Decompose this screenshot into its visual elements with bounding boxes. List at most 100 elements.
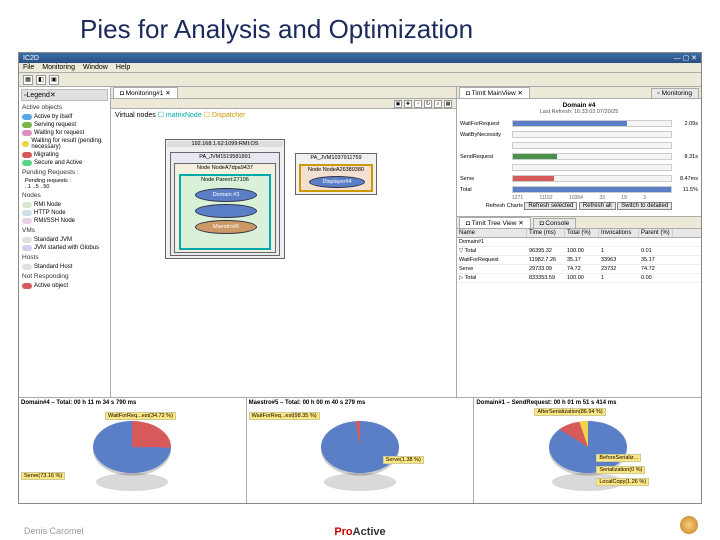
- pie-title: Maestro#5 – Total: 00 h 00 m 40 s 279 ms: [249, 400, 472, 406]
- bar-row: Serve8.47ms: [460, 173, 698, 184]
- hosts-header: Hosts: [21, 252, 108, 263]
- bars-title: Domain #4: [460, 102, 698, 109]
- pie-callout: Serve(73.16 %): [21, 472, 65, 480]
- legend-swatch: RMI/SSH Node: [21, 217, 108, 225]
- center-mini-toolbar: ▣ ✚ ♂ ↻ ⌕ ▦: [111, 99, 456, 109]
- mt-icon[interactable]: ⌕: [434, 100, 442, 108]
- refresh-row: Refresh Charts Refresh selected Refresh …: [460, 201, 698, 211]
- author-footer: Denis Caromel: [24, 526, 84, 536]
- pie-chart: [321, 421, 399, 473]
- tb-new-icon[interactable]: ▦: [23, 75, 33, 85]
- pie-panel: Domain#1 – SendRequest: 00 h 01 m 51 s 4…: [474, 398, 701, 503]
- pie-callout: Serve(1.38 %): [383, 456, 424, 464]
- pending-header: Pending Requests :: [21, 167, 108, 178]
- nodes-header: Nodes: [21, 190, 108, 201]
- pie-title: Domain#1 – SendRequest: 00 h 01 m 51 s 4…: [476, 400, 699, 406]
- legend-swatch: Secure and Active: [21, 159, 108, 167]
- menu-file[interactable]: File: [23, 64, 34, 71]
- bars-subtitle: Last Refresh: 16:33:03 07/20/25: [460, 109, 698, 115]
- pie-callout: LocalCopy(1.26 %): [596, 478, 649, 486]
- tb-open-icon[interactable]: ▣: [49, 75, 59, 85]
- pie-panel: Maestro#5 – Total: 00 h 00 m 40 s 279 ms…: [247, 398, 475, 503]
- mt-icon[interactable]: ↻: [424, 100, 432, 108]
- tab-timit-tree[interactable]: ◘ TimIt Tree View ✕: [459, 217, 531, 228]
- main-toolbar: ▦ ◧ ▣: [19, 73, 701, 87]
- bar-row: Total11.5%: [460, 184, 698, 195]
- displayer-oval[interactable]: Displayer#4: [309, 176, 365, 188]
- menubar: File Monitoring Window Help: [19, 63, 701, 73]
- legend-swatch: Standard JVM: [21, 236, 108, 244]
- mt-icon[interactable]: ▣: [394, 100, 402, 108]
- side-jvm-box[interactable]: PA_JVM1037911759 Node NodeA26380380 Disp…: [295, 153, 377, 195]
- table-row[interactable]: ▷ Total833353.59100.0010.00: [457, 274, 701, 283]
- bars-panel: Domain #4 Last Refresh: 16:33:03 07/20/2…: [457, 99, 701, 217]
- tab-monitoring[interactable]: ◘ Monitoring#1 ✕: [113, 87, 178, 98]
- bar-row: [460, 162, 698, 173]
- pie-callout: WaitForReq...est(98.35 %): [249, 412, 320, 420]
- active-objects-label: Active objects: [21, 102, 108, 113]
- legend-swatch: Waiting for result (pending, necessary): [21, 137, 108, 151]
- pie-callout: AfterSerialization(86.94 %): [534, 408, 605, 416]
- table-row[interactable]: WaitForRequest11982.7.2635.173396335.17: [457, 256, 701, 265]
- legend-swatch: JVM started with Globus: [21, 244, 108, 252]
- tab-console[interactable]: ◘ Console: [533, 218, 577, 228]
- node-box[interactable]: Node NodeA7dpa9437 Node Parent:27106 Dom…: [174, 163, 276, 253]
- menu-monitoring[interactable]: Monitoring: [42, 64, 75, 71]
- virtual-nodes-label: Virtual nodes ☐ matrixNode ☐ Dispatcher: [115, 111, 245, 119]
- host-label: 192.168.1.62:1099:RMI:OS: [167, 141, 283, 147]
- jvm-box[interactable]: PA_JVM1519581891 Node NodeA7dpa9437 Node…: [170, 152, 280, 256]
- table-row[interactable]: Serve29733.0974.722373274.72: [457, 265, 701, 274]
- tab-monitoring-extra[interactable]: ▫ Monitoring: [651, 88, 699, 98]
- pie-callout: Serialization(0 %): [596, 466, 645, 474]
- refresh-selected-button[interactable]: Refresh selected: [524, 202, 577, 210]
- legend-swatch: Serving request: [21, 121, 108, 129]
- pie-callout: BeforeSerializ...: [596, 454, 641, 462]
- window-controls[interactable]: — ▢ ✕: [674, 54, 697, 62]
- node-main-label: Node NodeA7dpa9437: [176, 165, 274, 171]
- proactive-logo: ProActive: [334, 526, 385, 538]
- titlebar: IC2D — ▢ ✕: [19, 53, 701, 63]
- right-tabstrip: ◘ TimIt MainView ✕ ▫ Monitoring: [457, 87, 701, 99]
- legend-swatch: Waiting for request: [21, 129, 108, 137]
- side-jvm-label: PA_JVM1037911759: [297, 155, 375, 161]
- mt-icon[interactable]: ♂: [414, 100, 422, 108]
- mt-icon[interactable]: ✚: [404, 100, 412, 108]
- bar-row: WaitByNecessity: [460, 129, 698, 140]
- switch-detailed-button[interactable]: Switch to detailed: [617, 202, 672, 210]
- domain-oval[interactable]: Domain #3: [195, 188, 257, 202]
- menu-window[interactable]: Window: [83, 64, 108, 71]
- pie-panel: Domain#4 – Total: 00 h 11 m 34 s 790 ms W…: [19, 398, 247, 503]
- pie-title: Domain#4 – Total: 00 h 11 m 34 s 790 ms: [21, 400, 244, 406]
- legend-swatch: Active by itself: [21, 113, 108, 121]
- legend-swatch: HTTP Node: [21, 209, 108, 217]
- node-sub-box[interactable]: Node Parent:27106 Domain #3 Maestro#6: [179, 174, 271, 250]
- active-object-swatch: Active object: [21, 282, 108, 290]
- mt-icon[interactable]: ▦: [444, 100, 452, 108]
- table-row[interactable]: Domain#1: [457, 238, 701, 247]
- bar-row: SendRequest8.31s: [460, 151, 698, 162]
- menu-help[interactable]: Help: [116, 64, 130, 71]
- legend-swatch: Standard Host: [21, 263, 108, 271]
- vms-header: VMs: [21, 225, 108, 236]
- refresh-all-button[interactable]: Refresh all: [579, 202, 616, 210]
- host-box[interactable]: 192.168.1.62:1099:RMI:OS PA_JVM151958189…: [165, 139, 285, 259]
- maestro-oval[interactable]: Maestro#6: [195, 220, 257, 234]
- pie-callout: WaitForReq...est(34.72 %): [105, 412, 176, 420]
- legend-header: ▫ Legend ✕: [21, 89, 108, 101]
- app-window: IC2D — ▢ ✕ File Monitoring Window Help ▦…: [18, 52, 702, 504]
- pies-row: Domain#4 – Total: 00 h 11 m 34 s 790 ms W…: [19, 397, 701, 503]
- tree-tabstrip: ◘ TimIt Tree View ✕ ◘ Console: [457, 217, 701, 229]
- bar-row: [460, 140, 698, 151]
- bar-row: WaitForRequest2.09s: [460, 118, 698, 129]
- tab-timit-main[interactable]: ◘ TimIt MainView ✕: [459, 87, 530, 98]
- table-row[interactable]: ▽ Total96395.32100.0010.01: [457, 247, 701, 256]
- badge-icon: [680, 516, 698, 534]
- domain-oval-2[interactable]: [195, 204, 257, 218]
- side-node-label: Node NodeA26380380: [302, 167, 370, 173]
- tb-save-icon[interactable]: ◧: [36, 75, 46, 85]
- pie-chart: [93, 421, 171, 473]
- side-node-box[interactable]: Node NodeA26380380 Displayer#4: [299, 164, 373, 192]
- node-sub-label: Node Parent:27106: [182, 177, 268, 183]
- jvm-label: PA_JVM1519581891: [172, 154, 278, 160]
- not-responding-label: Not Responding: [21, 271, 108, 282]
